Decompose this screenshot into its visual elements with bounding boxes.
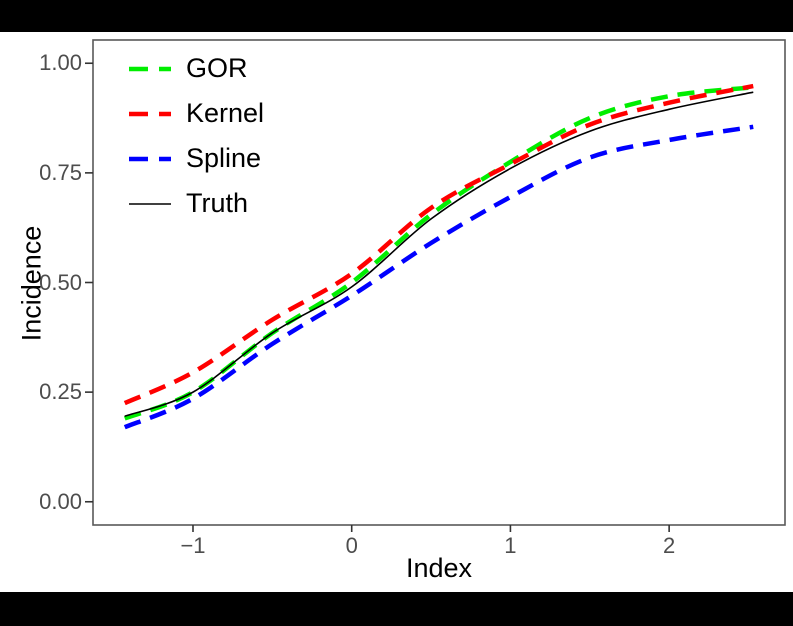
legend: GOR Kernel Spline Truth	[128, 46, 264, 226]
legend-key-line-gor	[129, 66, 171, 71]
plot-canvas	[0, 32, 793, 592]
y-tick-label: 0.00	[39, 488, 82, 514]
x-tick-label: 1	[504, 533, 517, 558]
series-line-truth	[124, 91, 754, 418]
y-tick-label: 0.25	[39, 379, 82, 405]
legend-label-gor: GOR	[186, 53, 248, 83]
legend-label-kernel: Kernel	[186, 98, 265, 128]
y-axis-title: Incidence	[16, 225, 47, 342]
x-tick-label: 0	[345, 533, 358, 558]
legend-key-line-kernel	[129, 111, 171, 116]
x-axis-title: Index	[405, 553, 473, 583]
legend-key-line-spline	[129, 156, 171, 161]
legend-label-truth: Truth	[186, 188, 249, 218]
x-tick-label: −1	[180, 533, 206, 558]
legend-entry-spline: Spline	[128, 136, 264, 181]
legend-entry-truth: Truth	[128, 181, 264, 226]
y-tick-label: 0.75	[39, 159, 82, 185]
legend-key-line-truth	[129, 202, 171, 205]
x-tick-label: 2	[663, 533, 676, 558]
legend-label-spline: Spline	[186, 143, 262, 173]
series-line-kernel	[123, 83, 754, 406]
y-tick-label: 1.00	[39, 50, 82, 76]
legend-entry-kernel: Kernel	[128, 91, 264, 136]
legend-entry-gor: GOR	[128, 46, 264, 91]
series-line-spline	[123, 124, 754, 430]
y-tick-label: 0.50	[39, 269, 82, 295]
